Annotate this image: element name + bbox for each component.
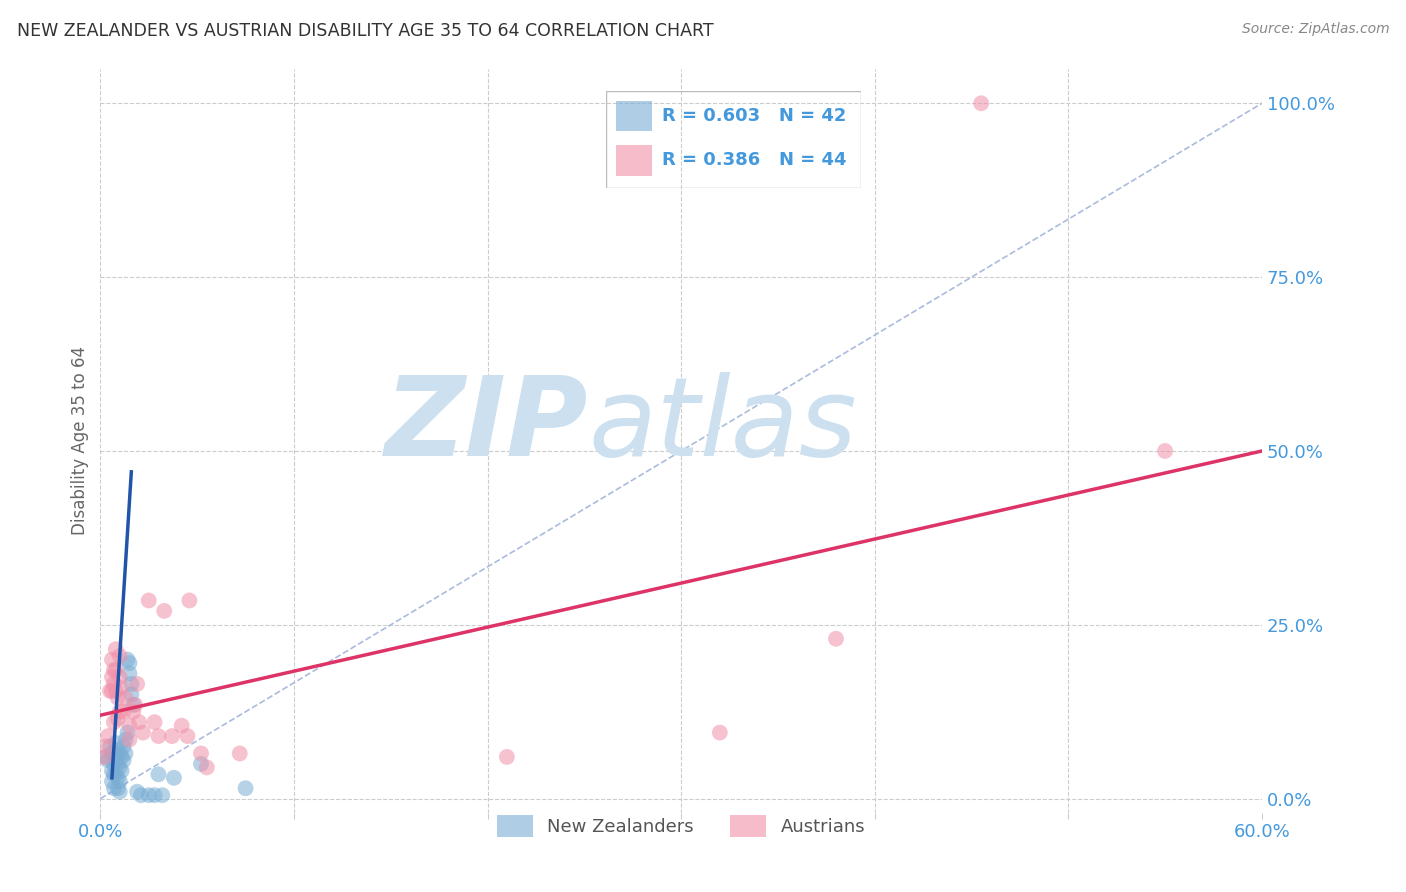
Point [107, 756, 129, 771]
Point [163, 771, 186, 785]
Point [132, 725, 155, 739]
Text: NEW ZEALANDER VS AUSTRIAN DISABILITY AGE 35 TO 64 CORRELATION CHART: NEW ZEALANDER VS AUSTRIAN DISABILITY AGE… [17, 22, 713, 40]
Point [114, 732, 136, 747]
Point [150, 788, 173, 802]
Point [114, 747, 136, 761]
Point [98, 739, 121, 754]
Point [108, 670, 131, 684]
Legend: New Zealanders, Austrians: New Zealanders, Austrians [489, 808, 873, 845]
Point [127, 785, 149, 799]
Point [114, 690, 136, 705]
Text: atlas: atlas [588, 372, 856, 479]
Point [97, 753, 120, 767]
Point [97, 729, 120, 743]
Point [103, 663, 125, 677]
Point [138, 788, 160, 802]
Point [709, 725, 731, 739]
Point [118, 732, 141, 747]
Point [179, 593, 201, 607]
Point [970, 96, 993, 111]
Point [108, 747, 131, 761]
Point [496, 750, 519, 764]
Point [101, 684, 124, 698]
Point [148, 729, 170, 743]
Point [117, 652, 139, 666]
Text: ZIP: ZIP [385, 372, 588, 479]
Point [127, 677, 149, 691]
Point [108, 760, 131, 774]
Point [122, 705, 145, 719]
Point [103, 756, 125, 771]
Point [108, 774, 131, 789]
Point [118, 666, 141, 681]
Y-axis label: Disability Age 35 to 64: Disability Age 35 to 64 [72, 346, 89, 535]
Point [104, 736, 127, 750]
Point [108, 649, 131, 664]
Point [104, 684, 127, 698]
Point [103, 767, 125, 781]
Point [93, 750, 115, 764]
Point [235, 781, 257, 796]
Point [111, 750, 134, 764]
Point [176, 729, 198, 743]
Point [118, 656, 141, 670]
Point [96, 750, 118, 764]
Point [104, 753, 127, 767]
Point [101, 774, 124, 789]
Point [229, 747, 252, 761]
Point [103, 677, 125, 691]
Point [825, 632, 848, 646]
Point [101, 652, 124, 666]
Point [101, 747, 124, 761]
Point [128, 715, 150, 730]
Point [153, 604, 176, 618]
Point [103, 781, 125, 796]
Point [98, 684, 121, 698]
Point [104, 767, 127, 781]
Point [112, 753, 135, 767]
Point [118, 719, 141, 733]
Point [107, 690, 129, 705]
Point [111, 681, 134, 695]
Point [107, 771, 129, 785]
Point [112, 739, 135, 754]
Point [108, 705, 131, 719]
Point [143, 715, 166, 730]
Point [108, 785, 131, 799]
Point [122, 698, 145, 712]
Point [195, 760, 218, 774]
Point [104, 663, 127, 677]
Point [111, 764, 134, 778]
Point [117, 725, 139, 739]
Point [107, 781, 129, 796]
Point [190, 756, 212, 771]
Point [170, 719, 193, 733]
Point [148, 767, 170, 781]
Point [138, 593, 160, 607]
Point [160, 729, 183, 743]
Point [190, 747, 212, 761]
Point [101, 764, 124, 778]
Point [120, 677, 142, 691]
Point [107, 743, 129, 757]
Point [104, 642, 127, 657]
Point [107, 712, 129, 726]
Point [103, 715, 125, 730]
Point [143, 788, 166, 802]
Point [101, 670, 124, 684]
Point [112, 705, 135, 719]
Text: Source: ZipAtlas.com: Source: ZipAtlas.com [1241, 22, 1389, 37]
Point [96, 739, 118, 754]
Point [129, 788, 152, 802]
Point [120, 687, 142, 701]
Point [1154, 444, 1177, 458]
Point [124, 698, 146, 712]
